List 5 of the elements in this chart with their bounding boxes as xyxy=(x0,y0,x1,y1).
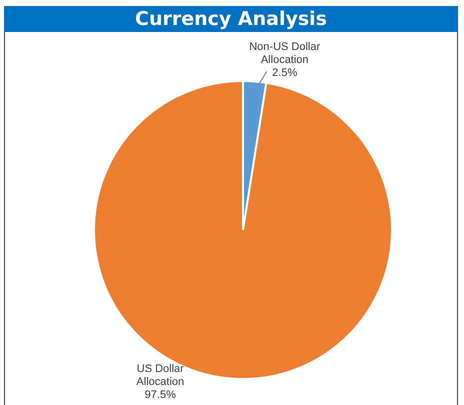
data-label: 97.5% xyxy=(144,388,176,401)
data-label: 2.5% xyxy=(272,66,298,79)
chart-title: Currency Analysis xyxy=(4,6,458,32)
slice-label: US Dollar Allocation xyxy=(136,362,184,388)
slice-label: Non-US Dollar Allocation xyxy=(249,40,320,66)
